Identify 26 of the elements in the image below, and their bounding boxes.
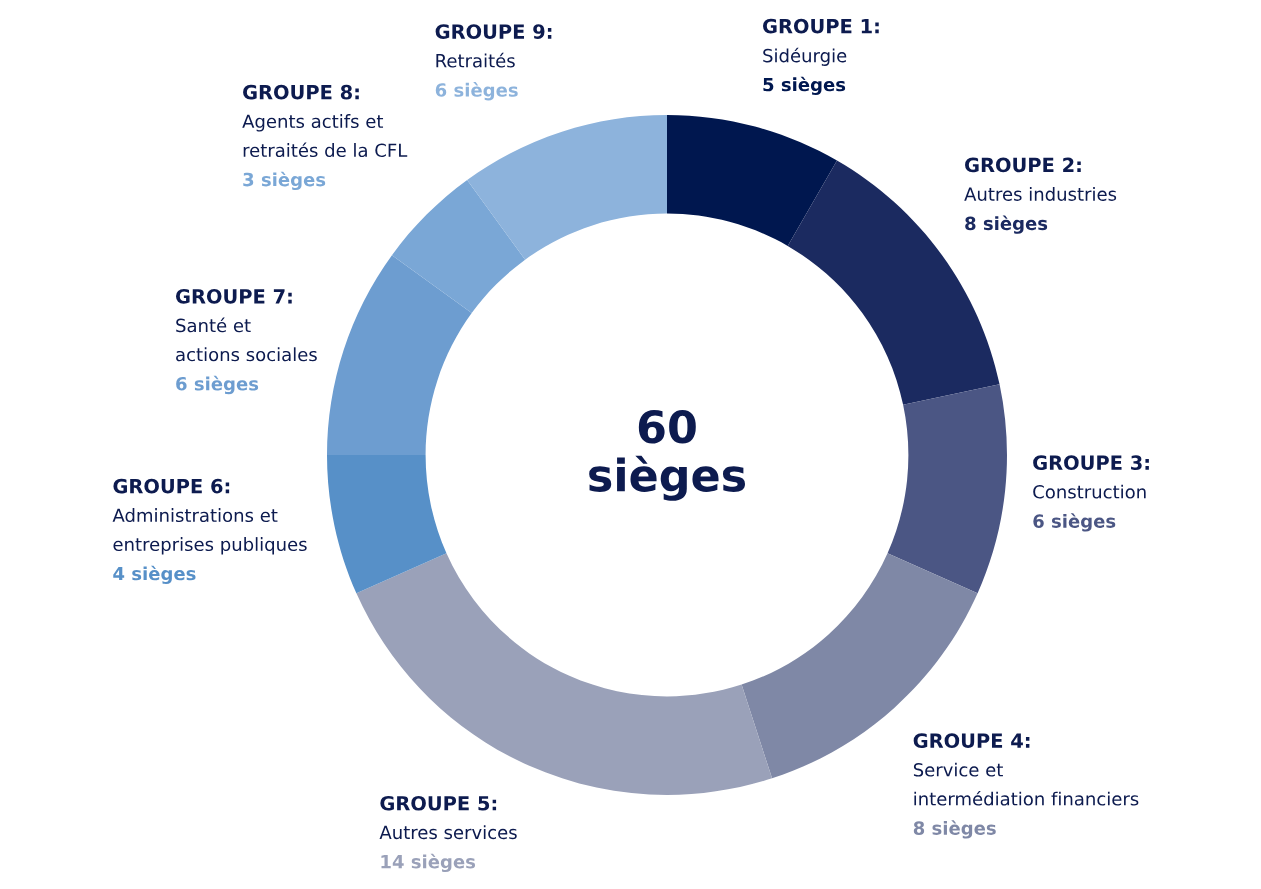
donut-slice: [356, 553, 773, 795]
slice-label: GROUPE 7: Santé et actions sociales: [175, 288, 317, 362]
data-label: 4 sièges: [113, 565, 196, 585]
donut-slice: [887, 384, 1007, 594]
data-label: 6 sièges: [176, 375, 259, 395]
text: 60 sièges: [589, 409, 746, 501]
data-label: 6 sièges: [1033, 513, 1116, 532]
slice-label: GROUPE 2: Autres industries: [964, 157, 1117, 201]
slice-label: GROUPE 8: Agents actifs et retraités de la CFL: [242, 84, 408, 158]
data-label: 14 sièges: [381, 853, 476, 873]
slice-label: GROUPE 4: Service et intermédiation financiers: [913, 733, 1139, 806]
data-label: 3 sièges: [243, 171, 326, 191]
slice-label: GROUPE 1: Sidéurgie: [763, 18, 879, 66]
data-label: 8 sièges: [913, 820, 996, 839]
donut-slice: [327, 255, 472, 455]
slice-label: GROUPE 5: Autres services: [379, 795, 517, 840]
data-label: 8 sièges: [965, 215, 1048, 234]
donut-slice: [667, 115, 837, 246]
data-label: 6 sièges: [435, 82, 518, 101]
slice-label: GROUPE 9: Retraités: [435, 24, 552, 68]
slice-label: GROUPE 6: Administrations et entreprises publiques: [112, 478, 307, 555]
data-label: 5 sièges: [763, 76, 846, 95]
slice-label: GROUPE 3: Construction: [1033, 455, 1149, 499]
donut-slice: [391, 179, 526, 314]
donut-slice: [467, 115, 667, 260]
donut-slice: [327, 455, 447, 594]
